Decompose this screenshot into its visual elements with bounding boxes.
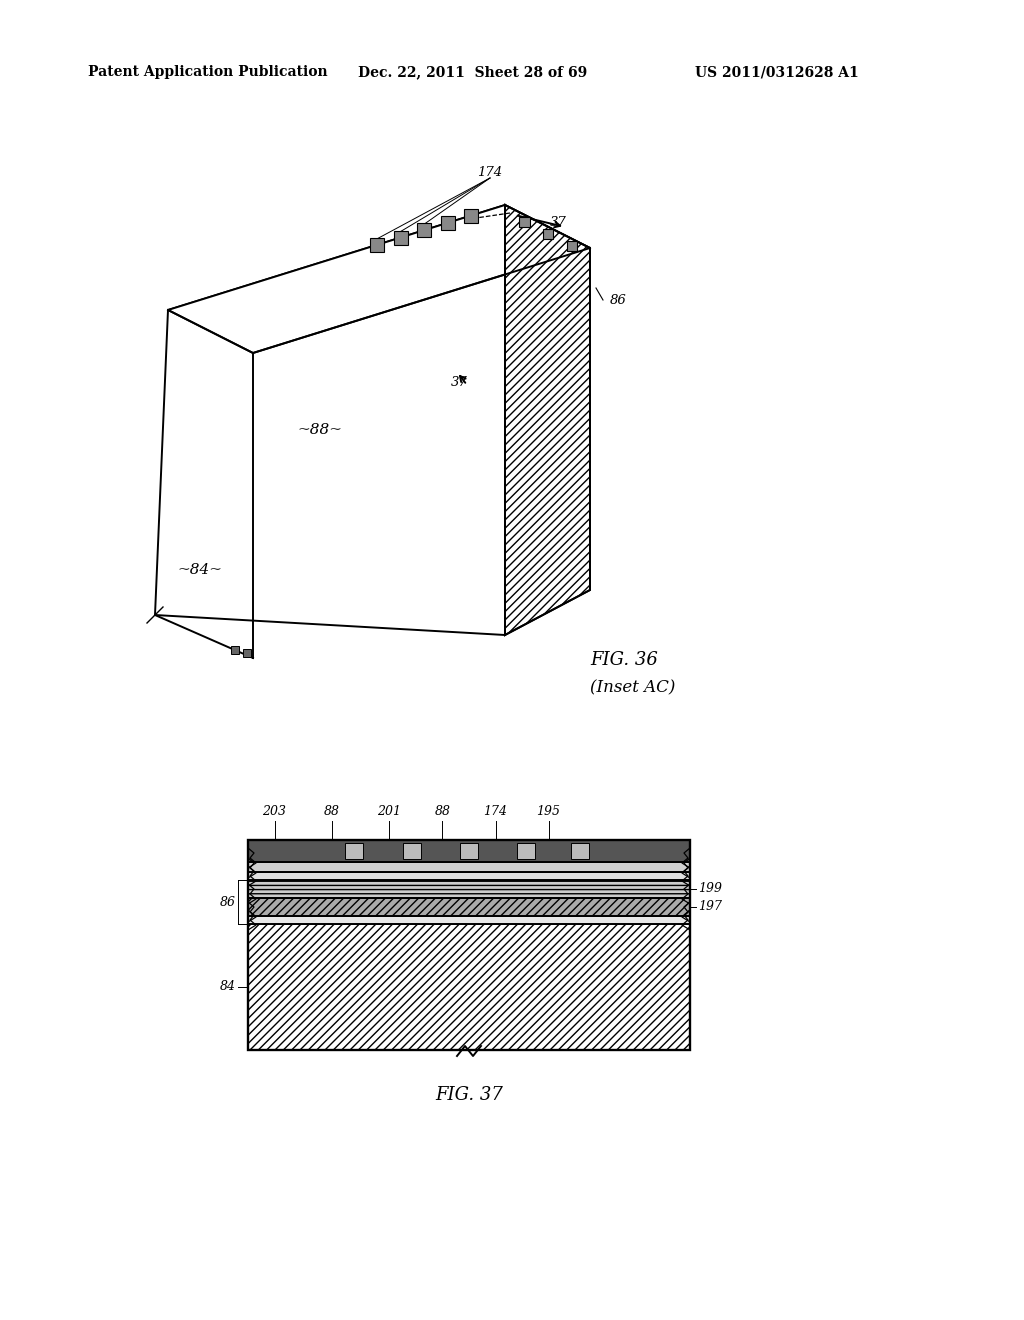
Polygon shape [566, 240, 578, 251]
Polygon shape [248, 840, 690, 862]
Text: 201: 201 [378, 805, 401, 818]
Text: FIG. 36: FIG. 36 [590, 651, 657, 669]
Text: 86: 86 [220, 895, 236, 908]
Polygon shape [155, 205, 505, 635]
Polygon shape [417, 223, 431, 238]
Polygon shape [248, 916, 690, 924]
Polygon shape [231, 645, 239, 653]
Polygon shape [464, 209, 478, 223]
Text: Dec. 22, 2011  Sheet 28 of 69: Dec. 22, 2011 Sheet 28 of 69 [358, 65, 587, 79]
Polygon shape [248, 862, 690, 873]
Polygon shape [402, 843, 421, 859]
Polygon shape [543, 228, 553, 239]
Polygon shape [248, 898, 690, 916]
Text: 86: 86 [610, 293, 627, 306]
Text: 203: 203 [262, 805, 287, 818]
Polygon shape [248, 924, 690, 1049]
Text: US 2011/0312628 A1: US 2011/0312628 A1 [695, 65, 859, 79]
Polygon shape [248, 880, 690, 898]
Text: FIG. 37: FIG. 37 [435, 1086, 503, 1104]
Text: 174: 174 [477, 165, 503, 178]
Text: 84: 84 [220, 981, 236, 994]
Polygon shape [517, 843, 536, 859]
Text: 174: 174 [483, 805, 508, 818]
Text: Patent Application Publication: Patent Application Publication [88, 65, 328, 79]
Text: 88: 88 [324, 805, 340, 818]
Polygon shape [248, 873, 690, 880]
Polygon shape [440, 216, 455, 230]
Polygon shape [243, 649, 251, 657]
Polygon shape [519, 216, 529, 227]
Polygon shape [370, 238, 384, 252]
Text: (Inset AC): (Inset AC) [590, 680, 676, 697]
Polygon shape [345, 843, 364, 859]
Polygon shape [570, 843, 589, 859]
Text: 37: 37 [452, 375, 468, 388]
Text: ~88~: ~88~ [298, 422, 342, 437]
Polygon shape [168, 205, 590, 352]
Polygon shape [505, 205, 590, 635]
Text: 199: 199 [698, 883, 722, 895]
Text: ~84~: ~84~ [177, 564, 222, 577]
Text: 37: 37 [550, 215, 566, 228]
Polygon shape [460, 843, 478, 859]
Polygon shape [393, 231, 408, 244]
Text: 195: 195 [537, 805, 560, 818]
Text: 88: 88 [434, 805, 451, 818]
Text: 197: 197 [698, 900, 722, 913]
